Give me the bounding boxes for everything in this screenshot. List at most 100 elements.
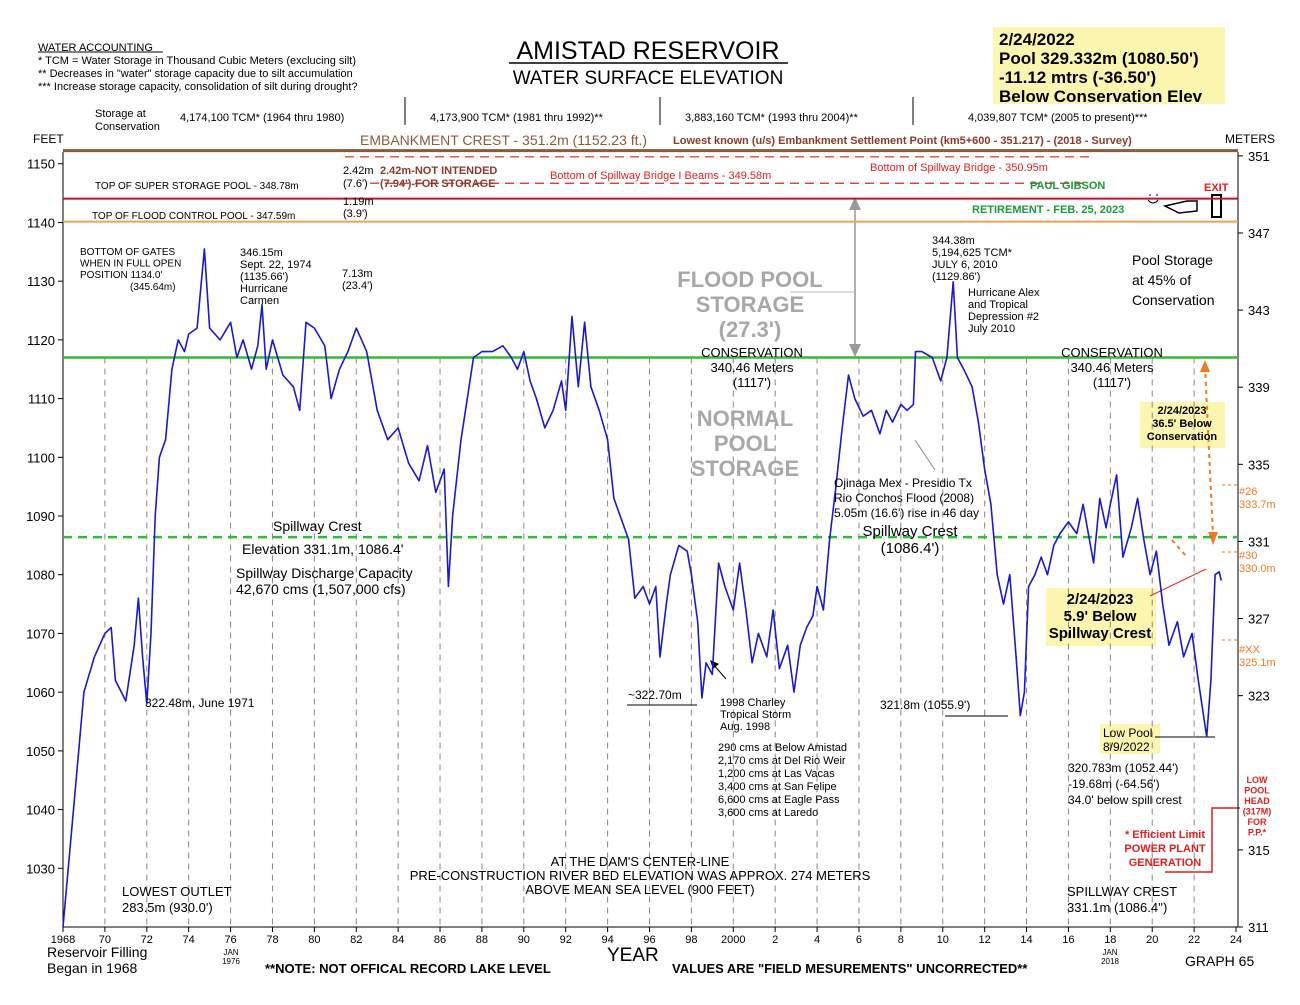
annotation: (1117')	[1093, 375, 1131, 390]
annotation: Aug. 1998	[720, 721, 770, 733]
annotation: Tropical Storm	[720, 709, 791, 721]
highlight-box	[1100, 724, 1160, 754]
annotation: Spillway Crest	[273, 518, 362, 534]
annotation: Elevation 331.1m, 1086.4'	[242, 541, 403, 557]
y-tick-label: 1090	[26, 509, 55, 524]
y2-axis-label: METERS	[1225, 132, 1275, 146]
y2-tick-label: 351	[1248, 149, 1270, 164]
chart-subtitle: WATER SURFACE ELEVATION	[513, 68, 784, 89]
reference-label: Bottom of Spillway Bridge - 350.95m	[870, 162, 1048, 174]
annotation: Lowest known (u/s) Embankment Settlement…	[673, 135, 1132, 147]
annotation: VALUES ARE "FIELD MESUREMENTS" UNCORRECT…	[672, 961, 1028, 976]
x-tick-label: 18	[1104, 934, 1116, 946]
x-tick-label: 76	[224, 934, 236, 946]
hand-icon	[1162, 200, 1198, 214]
annotation: JAN	[1102, 948, 1117, 957]
y2-tick-label: 343	[1248, 303, 1270, 318]
annotation: BOTTOM OF GATES	[80, 247, 176, 258]
x-tick-label: 4	[814, 934, 820, 946]
annotation: PAUL GIBSON	[1030, 180, 1105, 192]
annotation: Spillway Discharge Capacity	[236, 565, 413, 581]
annotation: STORAGE	[696, 292, 804, 317]
annotation: #26	[1239, 486, 1257, 498]
x-tick-label: 74	[183, 934, 195, 946]
annotation: * Efficient Limit	[1125, 829, 1205, 841]
annotation: Conservation	[1147, 431, 1218, 443]
annotation: Carmen	[240, 295, 279, 307]
annotation: 5.05m (16.6') rise in 46 day	[834, 506, 979, 520]
annotation: July 2010	[968, 323, 1015, 335]
x-tick-label: 98	[685, 934, 697, 946]
annotation: 2018	[1101, 957, 1119, 966]
annotation: (1135.66')	[240, 271, 288, 283]
x-tick-label: 12	[979, 934, 991, 946]
annotation: (27.3')	[719, 317, 782, 342]
annotation: LOWEST OUTLET	[122, 884, 232, 899]
x-tick-label: 72	[141, 934, 153, 946]
x-axis-label: YEAR	[607, 945, 659, 966]
annotation: POSITION 1134.0'	[80, 270, 162, 281]
annotation: 42,670 cms (1,507,000 cfs)	[236, 581, 406, 597]
annotation: Pool 329.332m (1080.50')	[999, 49, 1199, 68]
annotation: Sept. 22, 1974	[240, 259, 312, 271]
arrow-head	[1200, 360, 1218, 545]
annotation: -11.12 mtrs (-36.50')	[999, 68, 1156, 87]
x-tick-label: 14	[1020, 934, 1032, 946]
annotation: 4,039,807 TCM* (2005 to present)***	[968, 112, 1148, 124]
y-tick-label: 1070	[26, 626, 55, 641]
y2-tick-label: 311	[1248, 920, 1269, 935]
annotation: Began in 1968	[47, 960, 138, 976]
annotation: 8/9/2022	[1103, 740, 1150, 754]
annotation: Pool Storage	[1132, 252, 1213, 268]
x-tick-label: 6	[856, 934, 862, 946]
x-tick-label: 84	[392, 934, 404, 946]
annotation: 321.8m (1055.9')	[880, 698, 970, 712]
y2-tick-label: 339	[1248, 380, 1270, 395]
x-tick-label: 96	[643, 934, 655, 946]
annotation: (1086.4')	[881, 540, 940, 557]
reference-label: TOP OF SUPER STORAGE POOL - 348.78m	[95, 181, 299, 192]
annotation: (7.94')-FOR STORAGE	[380, 178, 495, 190]
annotation: * TCM = Water Storage in Thousand Cubic …	[38, 55, 356, 67]
annotation: 290 cms at Below Amistad	[718, 742, 847, 754]
y2-tick-label: 347	[1248, 226, 1270, 241]
annotation: ~322.70m	[628, 688, 682, 702]
y-tick-label: 1030	[26, 861, 55, 876]
annotation: RETIREMENT - FEB. 25, 2023	[972, 204, 1124, 216]
leader	[914, 439, 936, 471]
annotation: JAN	[223, 948, 238, 957]
annotation: (317M)	[1243, 807, 1272, 817]
annotation: 344.38m	[932, 235, 975, 247]
annotation: JULY 6, 2010	[932, 259, 998, 271]
reference-label: TOP OF FLOOD CONTROL POOL - 347.59m	[92, 211, 295, 222]
annotation: at 45% of	[1132, 272, 1191, 288]
annotation: 2/24/2023	[1067, 591, 1134, 608]
annotation: PRE-CONSTRUCTION RIVER BED ELEVATION WAS…	[410, 868, 871, 883]
orange-arrow	[1171, 539, 1187, 557]
reference-label: EMBANKMENT CREST - 351.2m (1152.23 ft.)	[360, 132, 647, 148]
annotation: 36.5' Below	[1152, 418, 1212, 430]
annotation: 340.46 Meters	[710, 360, 794, 375]
annotation: 5,194,625 TCM*	[932, 247, 1013, 259]
annotation: -19.68m (-64.56')	[1068, 777, 1160, 791]
x-tick-label: 80	[308, 934, 320, 946]
x-tick-label: 8	[898, 934, 904, 946]
reference-label: Bottom of Spillway Bridge I Beams - 349.…	[550, 170, 771, 182]
annotation: (7.6')	[343, 178, 368, 190]
annotation: and Tropical	[968, 299, 1028, 311]
limit-bracket	[1165, 807, 1240, 873]
annotation: 1976	[222, 957, 240, 966]
annotation: *** Increase storage capacity, consolida…	[38, 81, 358, 93]
y-axis-label: FEET	[33, 132, 64, 146]
annotation: STORAGE	[691, 456, 799, 481]
orange-arrow	[1204, 365, 1214, 536]
annotation: WATER ACCOUNTING	[38, 42, 153, 54]
annotation: P.P.*	[1248, 828, 1267, 838]
y-tick-label: 1080	[26, 568, 55, 583]
annotation: Storage at	[95, 108, 146, 120]
chart-title: AMISTAD RESERVOIR	[516, 37, 779, 65]
y-tick-label: 1130	[27, 274, 55, 289]
annotation: 2/24/2023	[1158, 405, 1207, 417]
annotation: (1129.86')	[932, 271, 980, 283]
